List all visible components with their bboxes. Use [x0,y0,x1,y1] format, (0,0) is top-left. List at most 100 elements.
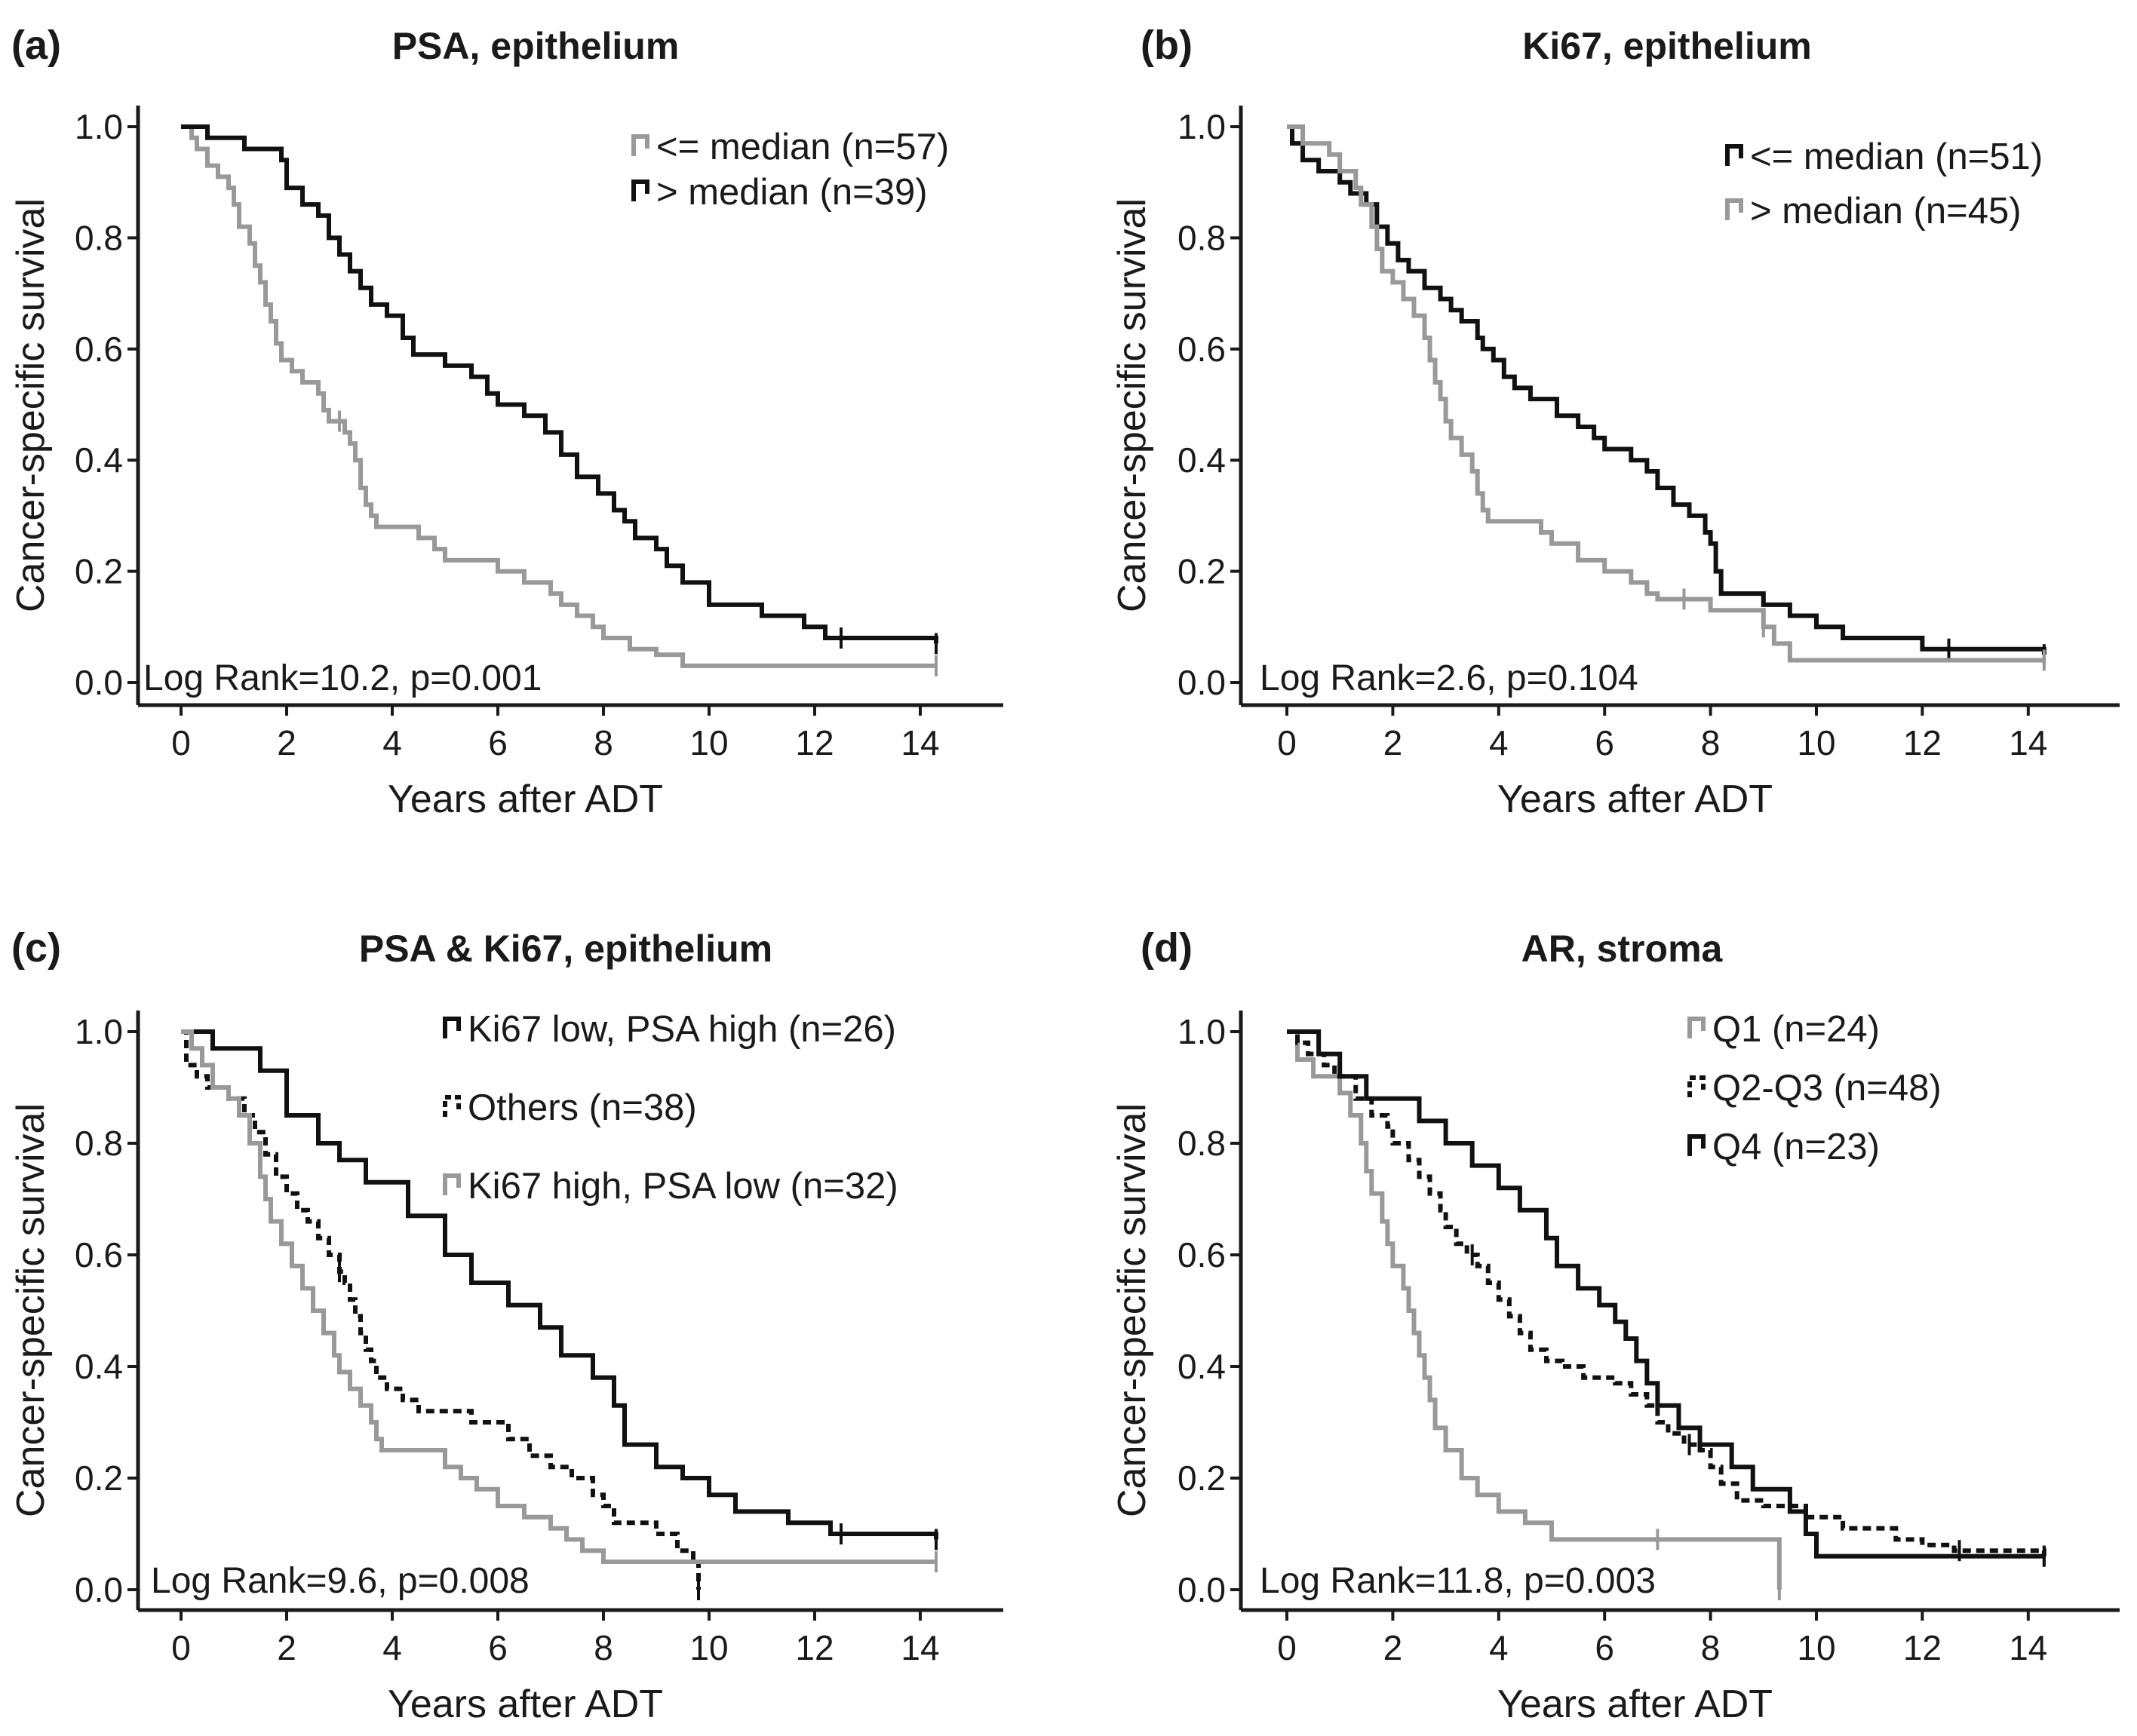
km-curve-series-2 [181,1029,936,1564]
y-tick-label: 0.4 [1177,1347,1226,1386]
x-tick-label: 0 [171,1628,191,1667]
y-tick-label: 0.0 [75,663,123,702]
x-tick-label: 14 [901,1628,939,1667]
legend-swatch-series-0 [631,134,649,156]
legend-label-series-0: Q1 (n=24) [1712,1009,1880,1050]
y-tick-label: 0.0 [1177,663,1226,702]
log-rank-annotation: Log Rank=11.8, p=0.003 [1260,1561,1656,1601]
panel-d: (d) AR, stroma 0.0 0.2 0.4 0.6 0.8 1.0 0 2 4 6 8 10 12… [1110,925,2120,1726]
x-tick-label: 10 [689,1628,728,1667]
x-tick-label: 12 [795,1628,834,1667]
y-tick-label: 0.0 [1177,1570,1226,1609]
panel-b: (b) Ki67, epithelium 0.0 0.2 0.4 0.6 0.8 1.0 0 2 4… [1110,23,2120,821]
legend-swatch-series-0 [443,1017,461,1038]
y-tick-label: 0.8 [1177,218,1226,257]
x-tick-label: 8 [1701,723,1721,762]
legend-label-series-2: Ki67 high, PSA low (n=32) [468,1166,898,1207]
x-tick-label: 2 [277,723,296,762]
km-curve-series-2 [1287,1029,2044,1559]
y-tick-label: 0.2 [75,1458,123,1498]
legend-label-series-1: Others (n=38) [468,1087,697,1128]
x-axis-title: Years after ADT [388,778,663,821]
x-tick-label: 4 [382,1628,402,1667]
y-tick-label: 1.0 [75,1012,123,1051]
y-tick-label: 1.0 [75,107,123,146]
panel-title: PSA & Ki67, epithelium [359,928,772,970]
x-tick-label: 12 [1903,723,1942,762]
km-curve-series-0 [1287,1029,1782,1590]
panel-c: (c) PSA & Ki67, epithelium 0.0 0.2 0.4 0.6 0.8… [9,925,1003,1726]
km-curve-series-1 [1287,1029,2046,1557]
legend-swatch-series-1 [1687,1075,1706,1097]
x-tick-label: 10 [689,723,728,762]
x-tick-label: 12 [1903,1628,1942,1667]
legend-swatch-series-1 [1725,198,1743,220]
x-tick-label: 10 [1797,1628,1835,1667]
legend-label-series-0: <= median (n=51) [1750,136,2043,177]
y-tick-label: 0.6 [1177,330,1226,369]
y-tick-label: 0.6 [75,330,123,369]
x-tick-label: 6 [1595,723,1614,762]
legend-swatch-series-2 [1687,1134,1706,1156]
x-tick-label: 6 [488,723,508,762]
panel-title: AR, stroma [1521,928,1724,970]
y-tick-label: 0.8 [1177,1124,1226,1163]
y-tick-label: 0.4 [75,440,123,480]
y-tick-label: 0.2 [75,552,123,591]
x-tick-label: 4 [382,723,402,762]
y-tick-label: 0.4 [75,1347,123,1386]
y-tick-label: 0.4 [1177,440,1226,480]
x-tick-label: 6 [488,1628,508,1667]
legend-swatch-series-1 [631,179,649,201]
x-tick-label: 6 [1595,1628,1614,1667]
x-tick-label: 0 [1277,1628,1297,1667]
legend-label-series-1: > median (n=39) [656,172,928,213]
panel-label: (d) [1141,925,1193,971]
km-curve-series-0 [181,1029,938,1540]
y-axis-title: Cancer-specific survival [1110,1103,1154,1517]
x-axis-title: Years after ADT [1497,1682,1773,1726]
legend-label-series-1: > median (n=45) [1750,191,2022,232]
panel-label: (a) [11,23,61,68]
km-curve-series-1 [181,1029,701,1590]
panel-label: (c) [11,925,61,971]
km-curve-series-0 [1287,124,2046,655]
x-tick-label: 8 [594,1628,613,1667]
y-axis-title: Cancer-specific survival [1110,198,1154,612]
panel-label: (b) [1141,23,1193,68]
panel-a: (a) PSA, epithelium 0.0 0.2 0.4 0.6 0.8 1.0 0 2 4 6… [9,23,1003,821]
legend-swatch-series-0 [1687,1017,1706,1038]
y-axis-title: Cancer-specific survival [9,1103,53,1517]
x-tick-label: 2 [1383,1628,1403,1667]
x-tick-label: 4 [1489,723,1509,762]
x-tick-label: 14 [901,723,939,762]
x-tick-label: 0 [171,723,191,762]
log-rank-annotation: Log Rank=9.6, p=0.008 [151,1561,530,1601]
y-tick-label: 0.2 [1177,552,1226,591]
log-rank-annotation: Log Rank=2.6, p=0.104 [1260,658,1638,698]
legend-label-series-0: Ki67 low, PSA high (n=26) [468,1009,896,1050]
legend-swatch-series-1 [443,1095,461,1117]
x-tick-label: 0 [1277,723,1297,762]
y-tick-label: 1.0 [1177,107,1226,146]
legend-label-series-2: Q4 (n=23) [1712,1127,1880,1167]
y-axis-title: Cancer-specific survival [9,198,53,612]
legend-swatch-series-0 [1725,144,1743,166]
legend-label-series-0: <= median (n=57) [656,127,949,167]
y-tick-label: 0.2 [1177,1458,1226,1498]
y-tick-label: 0.8 [75,218,123,257]
km-curve-series-1 [181,124,938,644]
y-tick-label: 0.6 [75,1235,123,1274]
x-tick-label: 2 [1383,723,1403,762]
panel-title: Ki67, epithelium [1522,25,1811,67]
y-tick-label: 0.8 [75,1124,123,1163]
x-tick-label: 4 [1489,1628,1509,1667]
y-tick-label: 0.0 [75,1570,123,1609]
x-axis-title: Years after ADT [1497,778,1773,821]
legend-swatch-series-2 [443,1173,461,1195]
x-tick-label: 10 [1797,723,1835,762]
y-tick-label: 0.6 [1177,1235,1226,1274]
x-axis-title: Years after ADT [388,1682,663,1726]
log-rank-annotation: Log Rank=10.2, p=0.001 [143,658,542,698]
